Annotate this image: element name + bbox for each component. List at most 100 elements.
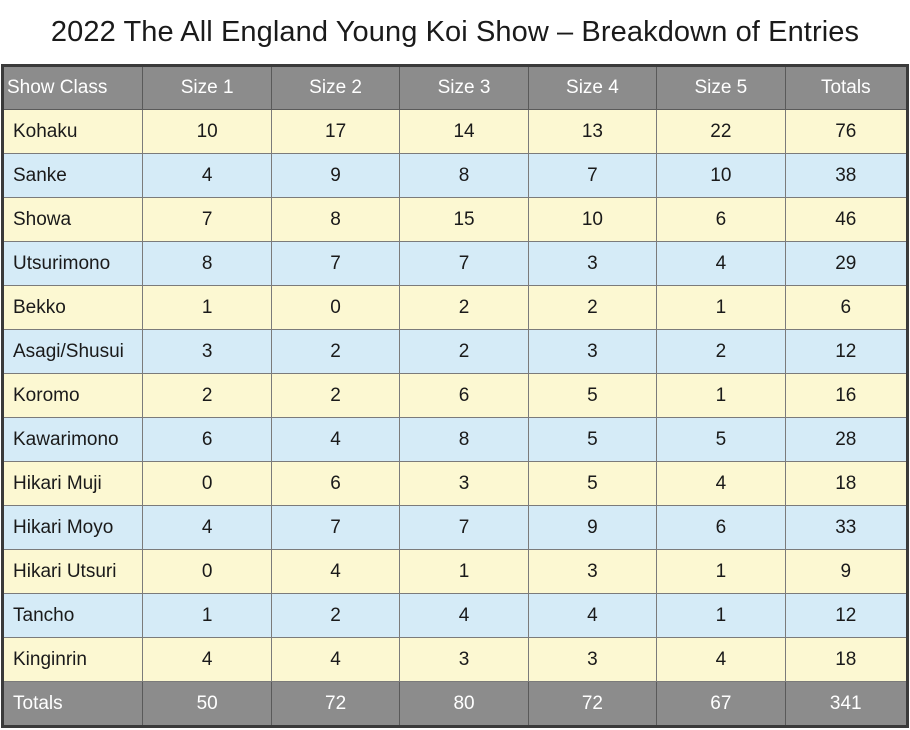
size-5-cell: 4 [656, 637, 786, 682]
size-4-cell: 5 [527, 373, 658, 418]
size-3-cell: 2 [399, 329, 529, 374]
page-title: 2022 The All England Young Koi Show – Br… [50, 16, 860, 48]
size-4-cell: 9 [527, 505, 658, 550]
table-footer: Totals 50 72 80 72 67 341 [1, 681, 909, 727]
table-row: Koromo 2 2 6 5 1 16 [1, 373, 909, 418]
size-1-cell: 8 [142, 241, 272, 286]
size-2-cell: 6 [270, 461, 401, 506]
show-class-cell: Tancho [1, 593, 144, 638]
size-2-cell: 9 [270, 153, 401, 198]
size-4-cell: 10 [527, 197, 658, 242]
grand-total-cell: 341 [784, 681, 909, 727]
size-5-cell: 5 [656, 417, 786, 462]
size-4-cell: 2 [527, 285, 658, 330]
table-row: Sanke 4 9 8 7 10 38 [1, 153, 909, 198]
size-5-cell: 2 [656, 329, 786, 374]
size-1-cell: 4 [142, 637, 272, 682]
size-3-cell: 6 [399, 373, 529, 418]
size-5-cell: 4 [656, 461, 786, 506]
table-body: Kohaku 10 17 14 13 22 76 Sanke 4 9 8 7 10 38 Showa 7 8 15… [1, 109, 909, 682]
table-row: Tancho 1 2 4 4 1 12 [1, 593, 909, 638]
size-5-cell: 22 [656, 109, 786, 154]
table-row: Hikari Utsuri 0 4 1 3 1 9 [1, 549, 909, 594]
size-5-cell: 6 [656, 197, 786, 242]
size-2-cell: 0 [270, 285, 401, 330]
column-header-show-class: Show Class [1, 65, 144, 110]
show-class-cell: Sanke [1, 153, 144, 198]
size-3-cell: 3 [399, 637, 529, 682]
header-row: Show Class Size 1 Size 2 Size 3 Size 4 S… [1, 65, 909, 110]
size-5-cell: 10 [656, 153, 786, 198]
totals-cell: 67 [656, 681, 786, 727]
column-header-size-4: Size 4 [527, 65, 658, 110]
size-1-cell: 3 [142, 329, 272, 374]
size-4-cell: 4 [527, 593, 658, 638]
size-2-cell: 2 [270, 593, 401, 638]
row-total-cell: 46 [784, 197, 909, 242]
totals-cell: 72 [527, 681, 658, 727]
table-row: Kawarimono 6 4 8 5 5 28 [1, 417, 909, 462]
size-3-cell: 4 [399, 593, 529, 638]
size-2-cell: 8 [270, 197, 401, 242]
row-total-cell: 18 [784, 461, 909, 506]
size-2-cell: 7 [270, 505, 401, 550]
show-class-cell: Bekko [1, 285, 144, 330]
totals-row: Totals 50 72 80 72 67 341 [1, 681, 909, 727]
size-2-cell: 2 [270, 329, 401, 374]
size-1-cell: 0 [142, 461, 272, 506]
size-1-cell: 4 [142, 505, 272, 550]
show-class-cell: Utsurimono [1, 241, 144, 286]
size-4-cell: 13 [527, 109, 658, 154]
show-class-cell: Asagi/Shusui [1, 329, 144, 374]
table-row: Hikari Muji 0 6 3 5 4 18 [1, 461, 909, 506]
row-total-cell: 33 [784, 505, 909, 550]
table-row: Utsurimono 8 7 7 3 4 29 [1, 241, 909, 286]
table-row: Hikari Moyo 4 7 7 9 6 33 [1, 505, 909, 550]
show-class-cell: Showa [1, 197, 144, 242]
size-2-cell: 7 [270, 241, 401, 286]
size-5-cell: 1 [656, 373, 786, 418]
size-4-cell: 3 [527, 637, 658, 682]
row-total-cell: 28 [784, 417, 909, 462]
size-5-cell: 4 [656, 241, 786, 286]
size-2-cell: 4 [270, 417, 401, 462]
show-class-cell: Hikari Muji [1, 461, 144, 506]
size-2-cell: 17 [270, 109, 401, 154]
size-3-cell: 8 [399, 153, 529, 198]
size-4-cell: 3 [527, 241, 658, 286]
size-1-cell: 0 [142, 549, 272, 594]
table-row: Showa 7 8 15 10 6 46 [1, 197, 909, 242]
size-3-cell: 2 [399, 285, 529, 330]
size-4-cell: 5 [527, 417, 658, 462]
size-5-cell: 1 [656, 549, 786, 594]
size-2-cell: 2 [270, 373, 401, 418]
column-header-size-5: Size 5 [656, 65, 786, 110]
row-total-cell: 16 [784, 373, 909, 418]
totals-label: Totals [1, 681, 144, 727]
size-4-cell: 3 [527, 549, 658, 594]
show-class-cell: Koromo [1, 373, 144, 418]
size-3-cell: 7 [399, 241, 529, 286]
row-total-cell: 6 [784, 285, 909, 330]
size-4-cell: 7 [527, 153, 658, 198]
totals-cell: 80 [399, 681, 529, 727]
column-header-size-1: Size 1 [142, 65, 272, 110]
row-total-cell: 12 [784, 593, 909, 638]
show-class-cell: Hikari Moyo [1, 505, 144, 550]
size-1-cell: 4 [142, 153, 272, 198]
table-header: Show Class Size 1 Size 2 Size 3 Size 4 S… [1, 65, 909, 110]
size-3-cell: 14 [399, 109, 529, 154]
row-total-cell: 76 [784, 109, 909, 154]
size-3-cell: 15 [399, 197, 529, 242]
size-4-cell: 5 [527, 461, 658, 506]
size-1-cell: 6 [142, 417, 272, 462]
table-row: Bekko 1 0 2 2 1 6 [1, 285, 909, 330]
size-5-cell: 6 [656, 505, 786, 550]
table-row: Asagi/Shusui 3 2 2 3 2 12 [1, 329, 909, 374]
size-1-cell: 7 [142, 197, 272, 242]
row-total-cell: 9 [784, 549, 909, 594]
size-1-cell: 10 [142, 109, 272, 154]
row-total-cell: 12 [784, 329, 909, 374]
column-header-totals: Totals [784, 65, 909, 110]
show-class-cell: Hikari Utsuri [1, 549, 144, 594]
